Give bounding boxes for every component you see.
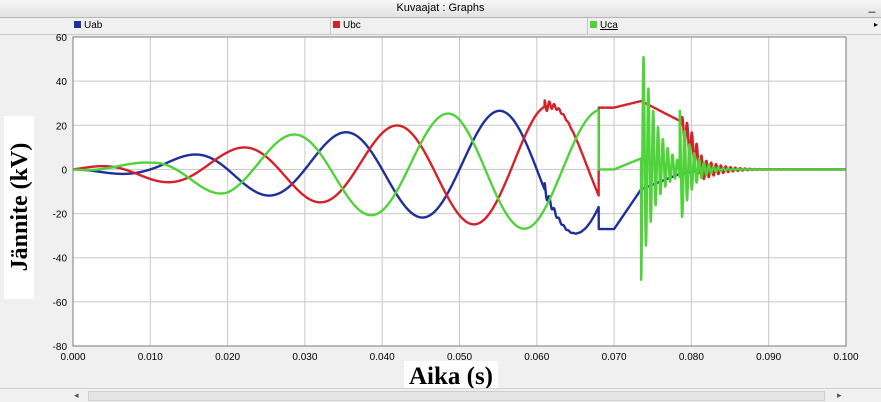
x-tick-label: 0.060 <box>524 352 549 363</box>
y-tick-label: -40 <box>53 254 68 265</box>
legend-swatch-uab <box>74 21 81 28</box>
x-tick-label: 0.050 <box>447 352 472 363</box>
y-tick-label: 40 <box>56 77 68 88</box>
legend-item-uca[interactable]: Uca <box>588 18 846 34</box>
window-title: Kuvaajat : Graphs <box>396 2 485 14</box>
y-tick-label: -20 <box>53 210 68 221</box>
x-tick-labels: 0.000 0.010 0.020 0.030 0.040 0.050 0.060 0.070… <box>60 352 858 363</box>
x-tick-label: 0.090 <box>756 352 781 363</box>
horizontal-scrollbar[interactable]: ◂ ▸ <box>0 388 881 402</box>
minimize-button[interactable]: _ <box>868 0 876 13</box>
x-axis-label: Aika (s) <box>409 363 493 388</box>
legend-bar: Uab Ubc Uca <box>0 18 881 35</box>
expand-arrow-icon[interactable]: ▸ <box>873 20 878 29</box>
legend-label-ubc: Ubc <box>343 20 361 31</box>
y-tick-labels: 60 40 20 0 -20 -40 -60 -80 <box>53 34 68 353</box>
y-tick-label: 60 <box>56 34 68 44</box>
x-tick-label: 0.000 <box>60 352 85 363</box>
legend-swatch-ubc <box>333 21 340 28</box>
legend-item-ubc[interactable]: Ubc <box>331 18 588 34</box>
y-tick-label: 20 <box>56 121 68 132</box>
chart-area: 0.000 0.010 0.020 0.030 0.040 0.050 0.060 0.070… <box>4 34 859 388</box>
legend-swatch-uca <box>590 21 597 28</box>
y-tick-label: -60 <box>53 298 68 309</box>
xlabel-box <box>404 361 498 388</box>
legend-label-uca: Uca <box>600 20 618 31</box>
scroll-right-icon[interactable]: ▸ <box>837 390 842 400</box>
series-line-uca <box>71 55 848 281</box>
legend-item-uab[interactable]: Uab <box>72 18 331 34</box>
x-tick-label: 0.100 <box>833 352 858 363</box>
x-tick-label: 0.030 <box>292 352 317 363</box>
scrollbar-thumb[interactable] <box>88 391 825 401</box>
y-tick-label: -80 <box>53 342 68 353</box>
series-lines <box>71 55 848 281</box>
x-tick-label: 0.070 <box>602 352 627 363</box>
x-tick-label: 0.040 <box>370 352 395 363</box>
ylabel-box <box>4 116 34 299</box>
y-tick-label: 0 <box>61 165 67 176</box>
x-tick-label: 0.080 <box>679 352 704 363</box>
plot-frame <box>72 36 847 347</box>
x-tick-label: 0.020 <box>215 352 240 363</box>
scroll-left-icon[interactable]: ◂ <box>74 390 79 400</box>
x-tick-label: 0.010 <box>138 352 163 363</box>
y-axis-label: Jännite (kV) <box>7 143 33 272</box>
legend-label-uab: Uab <box>84 20 103 31</box>
window-titlebar: Kuvaajat : Graphs _ <box>0 0 881 18</box>
